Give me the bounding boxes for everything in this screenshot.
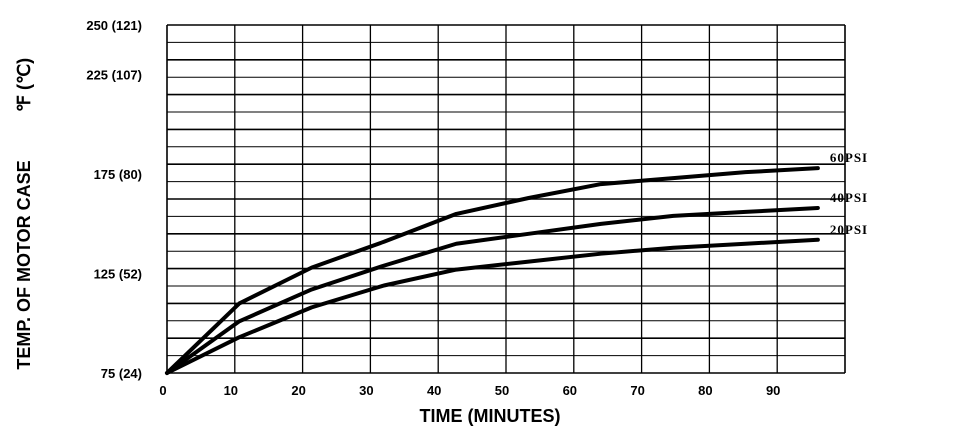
y-tick-label: 175 (80)	[94, 167, 142, 182]
y-axis-title: TEMP. OF MOTOR CASE	[14, 160, 34, 369]
x-tick-label: 80	[698, 383, 712, 398]
x-tick-label: 60	[563, 383, 577, 398]
series-label: 60PSI	[830, 150, 868, 165]
x-tick-label: 10	[224, 383, 238, 398]
grid	[166, 24, 846, 374]
series-line	[165, 205, 820, 375]
series-label: 20PSI	[830, 222, 868, 237]
x-tick-labels: 0 10 20 30 40 50 60 70 80 90	[159, 383, 780, 398]
x-tick-label: 90	[766, 383, 780, 398]
y-axis-units: ℉ (℃)	[14, 58, 34, 112]
y-tick-label: 225 (107)	[86, 68, 142, 83]
y-tick-label: 125 (52)	[94, 267, 142, 282]
series-line	[165, 166, 820, 375]
series-labels: 60PSI 40PSI 20PSI	[830, 150, 868, 237]
y-tick-label: 75 (24)	[101, 366, 142, 381]
x-tick-label: 40	[427, 383, 441, 398]
x-axis-title: TIME (MINUTES)	[420, 406, 561, 426]
y-tick-label: 250 (121)	[86, 18, 142, 33]
x-tick-label: 30	[359, 383, 373, 398]
x-tick-label: 70	[630, 383, 644, 398]
series-lines	[165, 166, 820, 375]
x-tick-label: 0	[159, 383, 166, 398]
x-tick-label: 50	[495, 383, 509, 398]
series-line	[165, 237, 820, 375]
series-label: 40PSI	[830, 190, 868, 205]
y-tick-labels: 75 (24) 125 (52) 175 (80) 225 (107) 250 (121…	[86, 18, 142, 381]
x-tick-label: 20	[291, 383, 305, 398]
